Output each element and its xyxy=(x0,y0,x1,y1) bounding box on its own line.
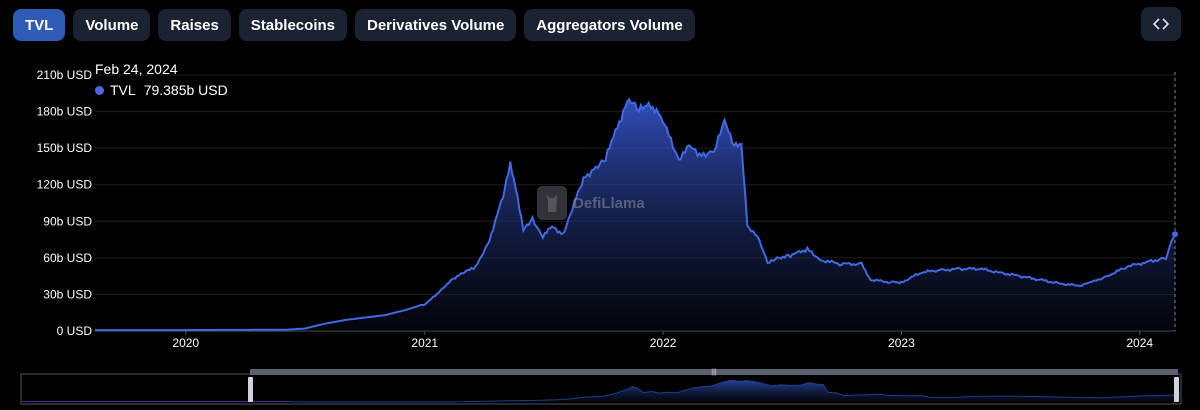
slider-grip-icon: ||| xyxy=(711,369,717,376)
tab-derivatives-volume[interactable]: Derivatives Volume xyxy=(355,9,517,41)
tab-tvl[interactable]: TVL xyxy=(13,9,66,41)
tvl-line xyxy=(95,97,1176,332)
range-slider[interactable]: ||| xyxy=(20,369,1182,405)
y-tick-label: 180b USD xyxy=(37,105,93,119)
watermark: DefiLlama xyxy=(537,186,645,220)
tvl-area xyxy=(95,99,1175,331)
code-icon xyxy=(1152,18,1170,30)
tab-aggregators-volume[interactable]: Aggregators Volume xyxy=(524,9,695,41)
tab-volume[interactable]: Volume xyxy=(73,9,151,41)
tooltip-value: 79.385b USD xyxy=(143,82,228,98)
hover-point xyxy=(1172,231,1178,238)
slider-handle-left[interactable] xyxy=(248,377,253,402)
watermark-text: DefiLlama xyxy=(573,194,645,212)
tooltip-series-name: TVL xyxy=(110,82,136,98)
tab-raises[interactable]: Raises xyxy=(158,9,231,41)
x-tick-label: 2020 xyxy=(172,336,199,350)
chart-tooltip: Feb 24, 2024 TVL 79.385b USD xyxy=(95,59,228,101)
embed-button[interactable] xyxy=(1141,7,1181,41)
series-marker xyxy=(95,86,104,95)
slider-preview-area xyxy=(22,380,1180,402)
chart-tabs: TVL Volume Raises Stablecoins Derivative… xyxy=(13,9,695,41)
x-tick-label: 2022 xyxy=(650,336,677,350)
y-tick-label: 150b USD xyxy=(37,141,93,155)
x-tick-label: 2024 xyxy=(1126,336,1153,350)
y-tick-label: 60b USD xyxy=(43,251,92,265)
slider-preview-line xyxy=(22,379,1181,403)
tooltip-date: Feb 24, 2024 xyxy=(95,61,178,77)
x-tick-label: 2023 xyxy=(888,336,915,350)
x-tick-label: 2021 xyxy=(411,336,438,350)
y-tick-label: 120b USD xyxy=(37,178,93,192)
tab-stablecoins[interactable]: Stablecoins xyxy=(238,9,347,41)
slider-handle-right[interactable] xyxy=(1174,377,1179,402)
y-tick-label: 0 USD xyxy=(57,324,93,338)
y-tick-label: 210b USD xyxy=(37,68,93,82)
slider-range-bar[interactable] xyxy=(250,369,1178,375)
y-tick-label: 30b USD xyxy=(43,287,92,301)
llama-logo-icon xyxy=(537,186,567,220)
y-tick-label: 90b USD xyxy=(43,214,92,228)
